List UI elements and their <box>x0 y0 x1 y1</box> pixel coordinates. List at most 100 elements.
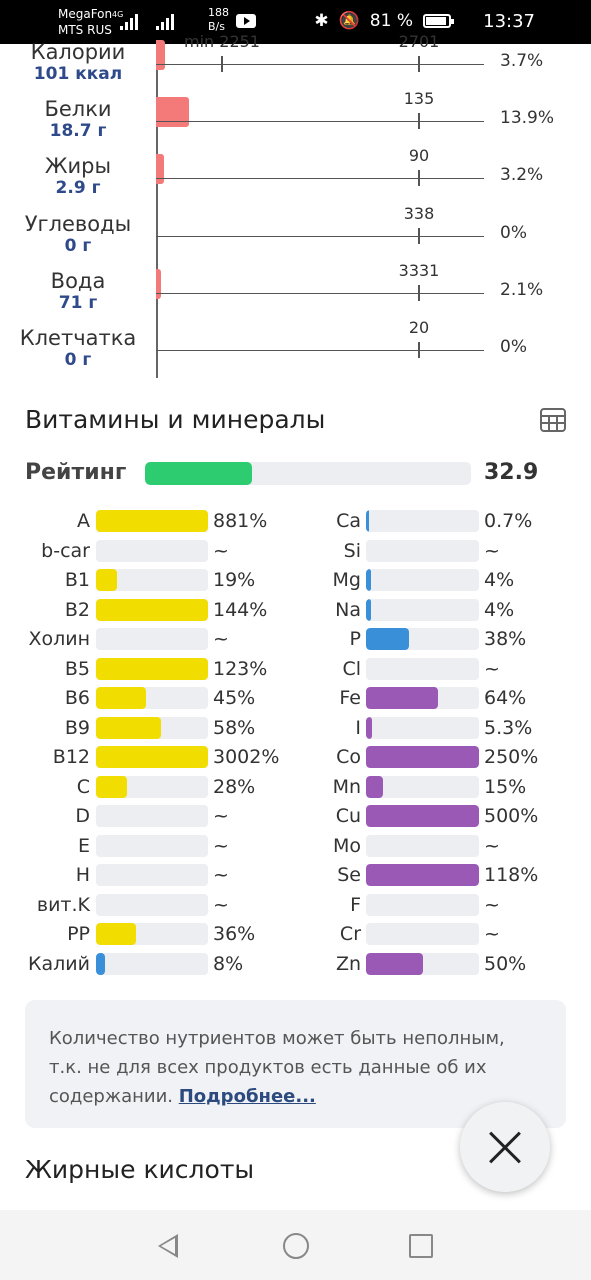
macro-percent: 13.9% <box>500 108 555 128</box>
nutrient-name: Mn <box>332 775 361 798</box>
clock: 13:37 <box>483 11 535 32</box>
nutrient-row: B5 123% <box>0 657 591 680</box>
nutrient-percent: 28% <box>213 775 256 798</box>
signal-2-icon <box>156 12 174 30</box>
nutrient-percent: 45% <box>213 687 256 709</box>
incomplete-data-notice: Количество нутриентов может быть неполны… <box>25 1000 566 1128</box>
table-view-icon[interactable] <box>540 408 566 432</box>
nutrient-bar <box>96 893 208 916</box>
nutrient-bar-fill <box>96 716 161 739</box>
macro-norm-tick <box>418 113 420 129</box>
nutrient-bar-fill <box>366 805 479 827</box>
nutrient-bar <box>366 952 479 975</box>
nutrient-name: D <box>75 805 90 827</box>
nutrient-row: Калий 8% <box>0 952 591 975</box>
nutrient-bar-fill <box>366 569 371 591</box>
macro-baseline <box>156 64 484 65</box>
nutrient-percent: 0.7% <box>484 510 533 532</box>
nutrient-percent: ~ <box>213 864 229 886</box>
nutrient-bar <box>96 687 208 709</box>
nutrient-row: A 881% <box>0 510 591 532</box>
nutrient-name: Ca <box>336 510 361 532</box>
nutrient-bar-fill <box>96 687 147 709</box>
macro-name: Жиры <box>44 154 112 178</box>
nutrient-bar <box>96 834 208 857</box>
close-button[interactable] <box>460 1102 550 1192</box>
macro-name: Калории <box>30 40 126 64</box>
vibrate-icon: ✱ <box>314 11 329 31</box>
macro-value: 18.7 г <box>49 121 107 141</box>
nutrient-row: Si ~ <box>0 539 591 562</box>
nutrient-row: Cr ~ <box>0 923 591 945</box>
more-link[interactable]: Подробнее... <box>178 1086 316 1107</box>
nutrient-bar <box>96 539 208 562</box>
nutrient-row: вит.K ~ <box>0 893 591 916</box>
nutrient-bar <box>96 510 208 532</box>
nutrient-percent: 250% <box>484 746 539 768</box>
nutrient-name: Калий <box>28 952 90 975</box>
rating-bar-fill <box>145 462 253 485</box>
net-speed-value: 188 <box>208 6 229 19</box>
nutrient-bar <box>366 923 479 945</box>
macro-value: 2.9 г <box>55 178 101 198</box>
nutrient-bar <box>96 923 208 945</box>
nutrient-row: Se 118% <box>0 864 591 886</box>
nutrient-name: B1 <box>64 569 90 591</box>
nutrient-bar <box>96 716 208 739</box>
nutrient-bar-fill <box>366 687 439 709</box>
nutrient-bar <box>96 746 208 768</box>
nutrient-name: Cr <box>339 923 361 945</box>
nutrient-percent: ~ <box>213 805 229 827</box>
back-icon[interactable] <box>158 1234 178 1258</box>
nutrient-percent: 123% <box>213 657 268 680</box>
nutrient-name: Cl <box>342 657 361 680</box>
nutrient-bar <box>366 716 479 739</box>
nutrient-row: B1 19% <box>0 569 591 591</box>
nutrient-row: C 28% <box>0 775 591 798</box>
nutrient-name: вит.K <box>36 893 90 916</box>
nutrient-bar <box>366 628 479 650</box>
nutrient-percent: 19% <box>213 569 256 591</box>
home-icon[interactable] <box>283 1233 309 1259</box>
nutrient-bar <box>96 952 208 975</box>
nutrient-bar <box>96 657 208 680</box>
nutrient-row: P 38% <box>0 628 591 650</box>
macro-percent: 3.2% <box>500 165 544 185</box>
nutrient-bar-fill <box>366 746 479 768</box>
nutrient-percent: 36% <box>213 923 256 945</box>
macro-row: Белки 18.7 г 135 13.9% <box>0 89 591 154</box>
macro-name: Белки <box>44 97 112 121</box>
nutrient-name: Na <box>335 598 361 621</box>
nutrient-bar-fill <box>366 716 372 739</box>
nutrient-percent: ~ <box>213 628 229 650</box>
nutrient-percent: 3002% <box>213 746 280 768</box>
macro-baseline <box>156 121 484 122</box>
nutrient-row: Ca 0.7% <box>0 510 591 532</box>
nutrient-row: I 5.3% <box>0 716 591 739</box>
nutrient-bar-fill <box>366 510 369 532</box>
nutrient-percent: 58% <box>213 716 256 739</box>
macro-bar <box>156 40 165 70</box>
nutrient-row: B2 144% <box>0 598 591 621</box>
nutrient-percent: 64% <box>484 687 527 709</box>
macro-name: Углеводы <box>24 212 132 236</box>
nutrient-name: P <box>349 628 361 650</box>
macro-row: Калории 101 ккал 2701 min 2251 3.7% <box>0 32 591 97</box>
macro-value: 0 г <box>64 350 92 370</box>
nutrient-name: PP <box>67 923 90 945</box>
nutrient-row: E ~ <box>0 834 591 857</box>
macro-row: Углеводы 0 г 338 0% <box>0 204 591 269</box>
nutrient-row: D ~ <box>0 805 591 827</box>
macro-bar <box>156 97 189 127</box>
rating-label: Рейтинг <box>25 460 127 485</box>
macro-norm-tick <box>418 228 420 244</box>
nutrient-name: Fe <box>339 687 361 709</box>
macro-norm-label: 90 <box>408 146 430 165</box>
net-speed: 188 B/s <box>208 6 229 34</box>
nutrient-bar-fill <box>366 628 409 650</box>
carrier-names: MegaFon MTS RUS <box>58 6 112 38</box>
fatty-acids-section-title: Жирные кислоты <box>25 1155 255 1184</box>
nutrient-bar-fill <box>96 510 208 532</box>
recent-apps-icon[interactable] <box>409 1234 433 1258</box>
macro-percent: 2.1% <box>500 280 544 300</box>
